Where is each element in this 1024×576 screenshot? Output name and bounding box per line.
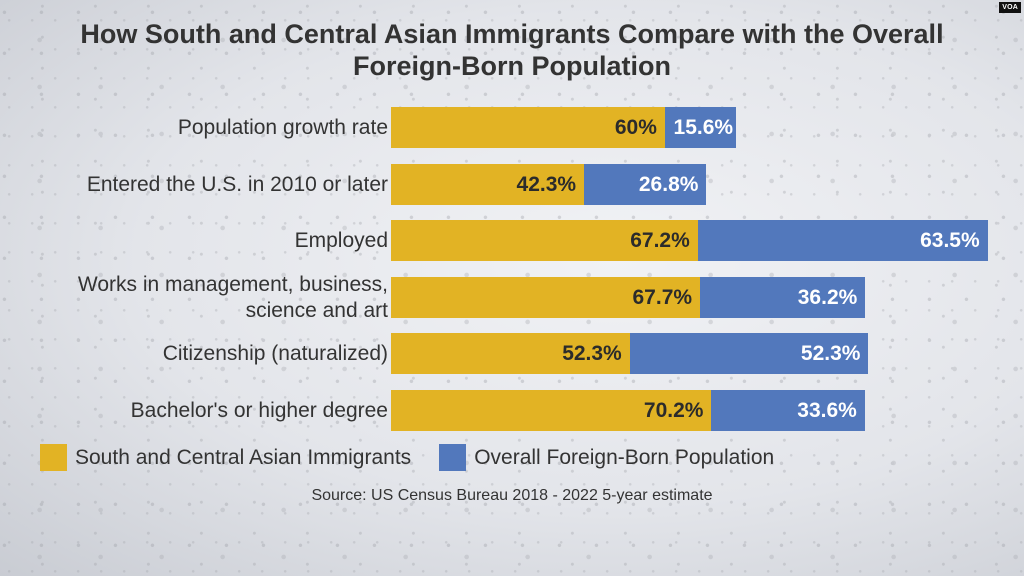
- chart-title: How South and Central Asian Immigrants C…: [0, 18, 1024, 82]
- bar-south-central-asian: [391, 333, 630, 374]
- category-label: Population growth rate: [177, 115, 388, 139]
- category-label: Works in management, business, science an…: [77, 272, 388, 322]
- chart-title-line-1: How South and Central Asian Immigrants C…: [80, 19, 944, 49]
- data-label: 36.2%: [797, 286, 858, 309]
- data-label: 33.6%: [797, 399, 857, 422]
- category-label: Employed: [294, 228, 388, 252]
- legend-swatch-gold: [40, 444, 67, 471]
- data-label: 15.6%: [673, 116, 734, 139]
- bar-overall-foreign-born: [629, 333, 869, 374]
- data-label: 52.3%: [562, 342, 622, 365]
- bar-south-central-asian: [391, 164, 585, 205]
- legend: South and Central Asian Immigrants Overa…: [40, 444, 802, 471]
- category-label: Citizenship (naturalized): [162, 341, 388, 365]
- bar-overall-foreign-born: [697, 220, 988, 261]
- data-label: 63.5%: [920, 229, 980, 252]
- data-label: 60%: [614, 116, 657, 139]
- category-label: Entered the U.S. in 2010 or later: [86, 172, 388, 196]
- bar-south-central-asian: [391, 220, 698, 261]
- voa-logo: VOA: [999, 2, 1021, 13]
- bar-overall-foreign-born: [584, 164, 707, 205]
- data-label: 67.7%: [632, 286, 693, 309]
- bar-overall-foreign-born: [664, 107, 737, 148]
- legend-item-overall-foreign-born: Overall Foreign-Born Population: [439, 444, 774, 471]
- bar-overall-foreign-born: [700, 277, 866, 318]
- bar-overall-foreign-born: [711, 390, 865, 431]
- chart-title-line-2: Foreign-Born Population: [353, 51, 671, 81]
- data-label: 26.8%: [638, 173, 699, 196]
- legend-item-south-central-asian: South and Central Asian Immigrants: [40, 444, 411, 471]
- bar-south-central-asian: [391, 277, 701, 318]
- data-label: 52.3%: [800, 342, 861, 365]
- bar-south-central-asian: [391, 107, 665, 148]
- bar-south-central-asian: [391, 390, 712, 431]
- legend-label: South and Central Asian Immigrants: [75, 445, 412, 469]
- category-label: Bachelor's or higher degree: [130, 398, 388, 422]
- data-label: 42.3%: [516, 173, 577, 196]
- data-label: 67.2%: [630, 229, 690, 252]
- source-note: Source: US Census Bureau 2018 - 2022 5-y…: [311, 487, 713, 504]
- data-label: 70.2%: [643, 399, 704, 422]
- legend-label: Overall Foreign-Born Population: [474, 445, 775, 469]
- legend-swatch-blue: [439, 444, 467, 471]
